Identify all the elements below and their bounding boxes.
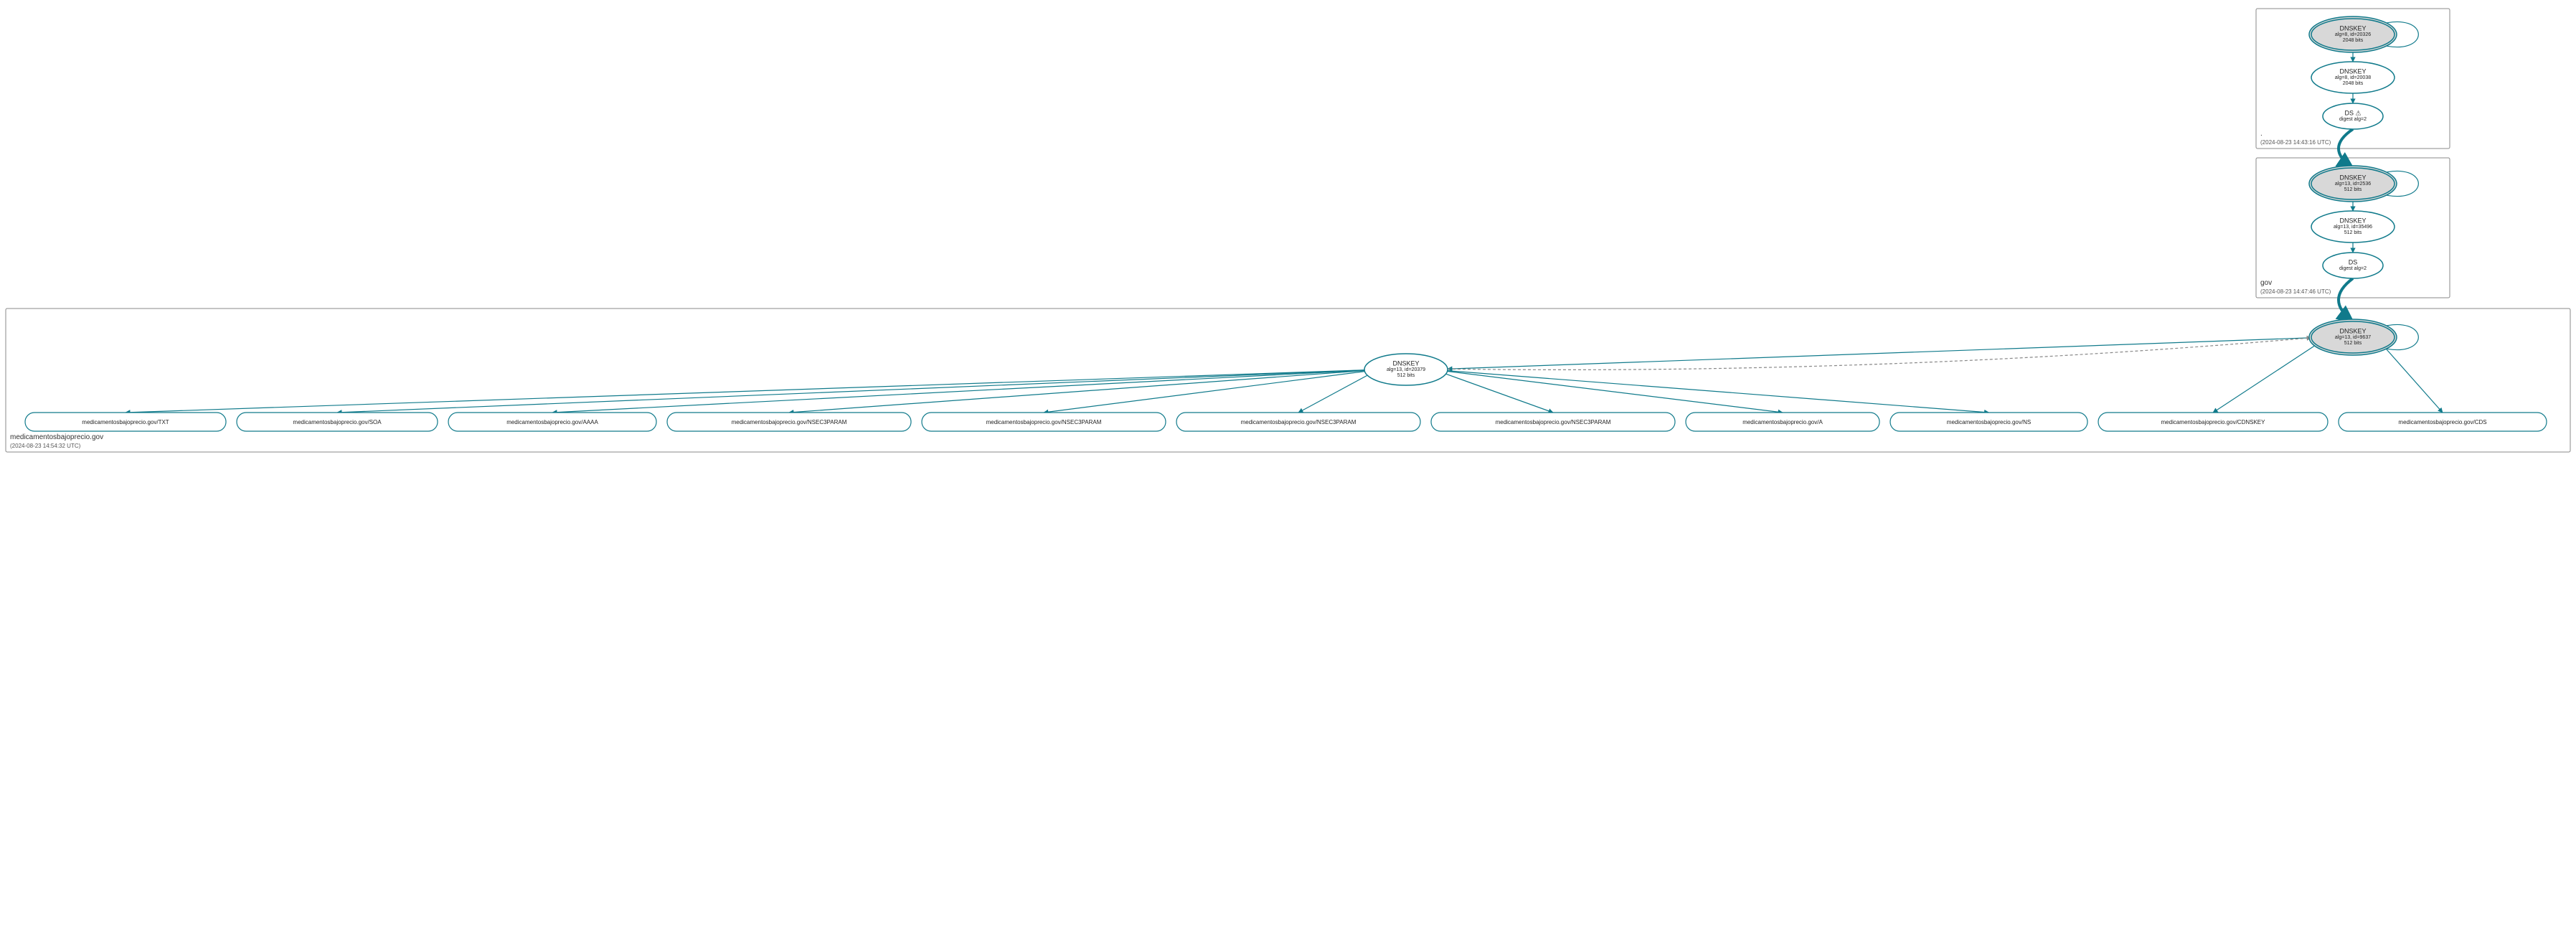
edge xyxy=(2339,278,2353,321)
rrset-mbp-txt: medicamentosbajoprecio.gov/TXT xyxy=(25,413,226,431)
node-mbp-ksk: DNSKEYalg=13, id=9637512 bits xyxy=(2309,319,2397,355)
rrset-mbp-n3p1: medicamentosbajoprecio.gov/NSEC3PARAM xyxy=(667,413,911,431)
rrset-mbp-cds: medicamentosbajoprecio.gov/CDS xyxy=(2339,413,2547,431)
rrset-mbp-soa: medicamentosbajoprecio.gov/SOA xyxy=(237,413,438,431)
svg-text:DNSKEY: DNSKEY xyxy=(1392,359,1419,367)
edge xyxy=(1044,372,1364,413)
svg-text:(2024-08-23 14:43:16 UTC): (2024-08-23 14:43:16 UTC) xyxy=(2260,139,2331,146)
node-gov-ksk: DNSKEYalg=13, id=2536512 bits xyxy=(2309,166,2397,202)
node-root-ksk: DNSKEYalg=8, id=203262048 bits xyxy=(2309,17,2397,52)
svg-text:medicamentosbajoprecio.gov/NSE: medicamentosbajoprecio.gov/NSEC3PARAM xyxy=(1496,419,1611,425)
svg-text:DS: DS xyxy=(2349,258,2358,265)
svg-text:2048 bits: 2048 bits xyxy=(2343,38,2364,43)
edge xyxy=(2213,344,2316,413)
edge xyxy=(1446,374,1553,413)
svg-text:alg=8, id=20038: alg=8, id=20038 xyxy=(2335,75,2371,80)
svg-text:medicamentosbajoprecio.gov/NSE: medicamentosbajoprecio.gov/NSEC3PARAM xyxy=(732,419,847,425)
svg-text:medicamentosbajoprecio.gov/TXT: medicamentosbajoprecio.gov/TXT xyxy=(82,419,169,425)
edge xyxy=(2384,347,2443,413)
svg-text:digest alg=2: digest alg=2 xyxy=(2339,117,2367,122)
svg-text:alg=13, id=35496: alg=13, id=35496 xyxy=(2334,225,2372,230)
svg-text:2048 bits: 2048 bits xyxy=(2343,81,2364,86)
edge xyxy=(1298,375,1367,413)
svg-text:(2024-08-23 14:47:46 UTC): (2024-08-23 14:47:46 UTC) xyxy=(2260,288,2331,295)
svg-text:medicamentosbajoprecio.gov/NSE: medicamentosbajoprecio.gov/NSEC3PARAM xyxy=(1241,419,1357,425)
node-gov-zsk: DNSKEYalg=13, id=35496512 bits xyxy=(2311,211,2395,243)
svg-text:medicamentosbajoprecio.gov/CDS: medicamentosbajoprecio.gov/CDS xyxy=(2398,419,2486,425)
svg-text:DNSKEY: DNSKEY xyxy=(2339,24,2366,32)
dnssec-chain-diagram: .(2024-08-23 14:43:16 UTC)gov(2024-08-23… xyxy=(0,0,2576,932)
rrset-mbp-n3p4: medicamentosbajoprecio.gov/NSEC3PARAM xyxy=(1431,413,1675,431)
svg-text:alg=13, id=2536: alg=13, id=2536 xyxy=(2335,182,2371,187)
rrset-mbp-n3p3: medicamentosbajoprecio.gov/NSEC3PARAM xyxy=(1176,413,1420,431)
svg-text:512 bits: 512 bits xyxy=(2344,187,2362,192)
svg-text:512 bits: 512 bits xyxy=(2344,230,2362,235)
svg-text:medicamentosbajoprecio.gov/CDN: medicamentosbajoprecio.gov/CDNSKEY xyxy=(2161,419,2266,425)
svg-text:512 bits: 512 bits xyxy=(1397,373,1415,378)
node-mbp-zsk: DNSKEYalg=13, id=20379512 bits xyxy=(1364,354,1448,385)
rrset-mbp-ns: medicamentosbajoprecio.gov/NS xyxy=(1890,413,2087,431)
rrset-mbp-cdnskey: medicamentosbajoprecio.gov/CDNSKEY xyxy=(2098,413,2328,431)
node-gov-ds: DSdigest alg=2 xyxy=(2323,253,2383,278)
svg-text:digest alg=2: digest alg=2 xyxy=(2339,266,2367,271)
svg-text:.: . xyxy=(2260,130,2263,138)
svg-text:medicamentosbajoprecio.gov/NS: medicamentosbajoprecio.gov/NS xyxy=(1947,419,2031,425)
edge xyxy=(1448,371,1783,413)
svg-text:DNSKEY: DNSKEY xyxy=(2339,67,2366,75)
edges-layer xyxy=(126,22,2443,413)
rrset-mbp-aaaa: medicamentosbajoprecio.gov/AAAA xyxy=(448,413,656,431)
svg-text:medicamentosbajoprecio.gov/SOA: medicamentosbajoprecio.gov/SOA xyxy=(293,419,382,425)
svg-text:gov: gov xyxy=(2260,279,2272,287)
edge xyxy=(1448,371,1989,413)
svg-text:DNSKEY: DNSKEY xyxy=(2339,174,2366,181)
svg-text:alg=13, id=9637: alg=13, id=9637 xyxy=(2335,335,2371,340)
svg-text:medicamentosbajoprecio.gov/AAA: medicamentosbajoprecio.gov/AAAA xyxy=(506,419,598,425)
edge xyxy=(552,370,1364,413)
svg-text:alg=8, id=20326: alg=8, id=20326 xyxy=(2335,32,2371,37)
svg-text:medicamentosbajoprecio.gov: medicamentosbajoprecio.gov xyxy=(10,433,103,441)
svg-text:DS ⚠: DS ⚠ xyxy=(2344,109,2361,116)
svg-text:(2024-08-23 14:54:32 UTC): (2024-08-23 14:54:32 UTC) xyxy=(10,443,81,449)
rrset-mbp-a: medicamentosbajoprecio.gov/A xyxy=(1686,413,1879,431)
svg-text:alg=13, id=20379: alg=13, id=20379 xyxy=(1387,367,1425,372)
node-root-zsk: DNSKEYalg=8, id=200382048 bits xyxy=(2311,62,2395,93)
rrset-mbp-n3p2: medicamentosbajoprecio.gov/NSEC3PARAM xyxy=(922,413,1166,431)
node-root-ds: DS ⚠digest alg=2 xyxy=(2323,103,2383,129)
svg-text:DNSKEY: DNSKEY xyxy=(2339,217,2366,224)
svg-text:medicamentosbajoprecio.gov/A: medicamentosbajoprecio.gov/A xyxy=(1742,419,1823,425)
edge xyxy=(789,371,1364,413)
svg-text:medicamentosbajoprecio.gov/NSE: medicamentosbajoprecio.gov/NSEC3PARAM xyxy=(986,419,1102,425)
svg-text:DNSKEY: DNSKEY xyxy=(2339,327,2366,334)
edge xyxy=(126,370,1364,413)
svg-text:512 bits: 512 bits xyxy=(2344,341,2362,346)
